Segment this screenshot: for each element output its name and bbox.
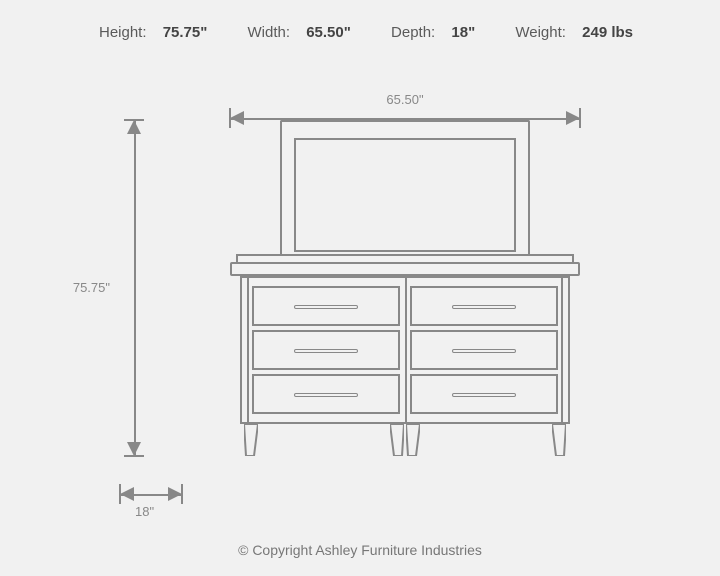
dresser-stile-right (561, 278, 563, 422)
drawer-pull-icon (294, 393, 358, 397)
arrowhead-right-icon (168, 487, 182, 501)
furniture-drawing (230, 120, 580, 460)
drawer-pull-icon (452, 393, 516, 397)
spec-depth-label: Depth: (391, 24, 435, 41)
drawer-5 (252, 374, 400, 414)
spec-height-value: 75.75" (163, 24, 208, 41)
copyright-notice: © Copyright Ashley Furniture Industries (0, 542, 720, 558)
spec-depth: Depth: 18" (379, 24, 479, 41)
leg-center-left (390, 424, 404, 456)
spec-weight: Weight: 249 lbs (503, 24, 633, 41)
leg-center-right (406, 424, 420, 456)
dimension-depth-label: 18" (135, 504, 154, 519)
drawer-1 (252, 286, 400, 326)
arrowhead-down-icon (127, 442, 141, 456)
drawer-2 (410, 286, 558, 326)
mirror-top-rail (280, 120, 530, 130)
drawer-pull-icon (294, 349, 358, 353)
leg-right (552, 424, 566, 456)
spec-weight-value: 249 lbs (582, 24, 633, 41)
dresser-body (240, 276, 570, 424)
mirror-glass (294, 138, 516, 252)
leg-left (244, 424, 258, 456)
drawer-pull-icon (452, 305, 516, 309)
dimension-width: 65.50" (230, 96, 580, 111)
drawer-pull-icon (452, 349, 516, 353)
dimension-height-label: 75.75" (50, 280, 110, 295)
drawer-4 (410, 330, 558, 370)
dresser-stile-left (247, 278, 249, 422)
mirror (280, 120, 530, 262)
diagram-stage: 65.50" 75.75" 18" (0, 60, 720, 530)
spec-row: Height: 75.75" Width: 65.50" Depth: 18" … (0, 24, 720, 41)
spec-width-label: Width: (248, 24, 291, 41)
spec-width-value: 65.50" (306, 24, 351, 41)
dresser-top-lip (236, 254, 574, 262)
dresser-top (230, 262, 580, 276)
drawer-pull-icon (294, 305, 358, 309)
spec-height: Height: 75.75" (87, 24, 212, 41)
drawer-6 (410, 374, 558, 414)
spec-weight-label: Weight: (515, 24, 566, 41)
spec-width: Width: 65.50" (236, 24, 356, 41)
dimension-height: 75.75" (120, 120, 150, 456)
arrow-line-icon (134, 120, 136, 456)
arrowhead-left-icon (120, 487, 134, 501)
arrowhead-up-icon (127, 120, 141, 134)
dimension-width-label: 65.50" (386, 92, 423, 107)
spec-depth-value: 18" (451, 24, 475, 41)
spec-height-label: Height: (99, 24, 147, 41)
drawer-3 (252, 330, 400, 370)
dresser-stile-center (405, 278, 407, 422)
